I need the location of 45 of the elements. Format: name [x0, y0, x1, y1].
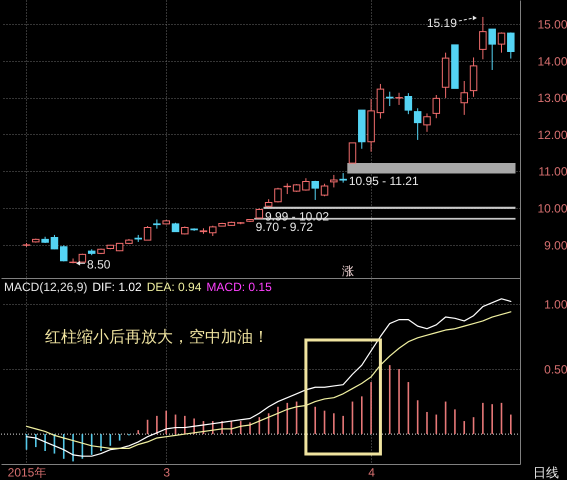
candlestick — [311, 180, 319, 200]
candlestick — [256, 208, 264, 219]
candlestick — [395, 92, 403, 106]
x-tick-label: 3 — [163, 466, 170, 480]
y-tick-label: 11.00 — [538, 164, 568, 179]
candlestick — [60, 244, 68, 262]
candlestick — [479, 16, 487, 60]
y-tick-label: 0.50 — [544, 362, 568, 377]
candlestick — [432, 94, 440, 119]
chart-title: MACD(12,26,9) — [4, 280, 88, 294]
candlestick — [423, 112, 431, 132]
annotation: MACD: 0.15 — [206, 280, 272, 294]
candlestick — [320, 183, 328, 197]
y-tick-label: 1.00 — [544, 298, 568, 312]
candlestick — [507, 32, 515, 60]
annotation: 涨 — [342, 264, 354, 278]
candlestick — [414, 108, 422, 140]
candlestick — [460, 80, 468, 116]
text: 日线 — [533, 465, 559, 480]
candlestick — [348, 142, 356, 164]
band-label: 10.95 - 11.21 — [348, 174, 419, 188]
candlestick — [209, 225, 217, 237]
annotation: 15.19 — [426, 16, 458, 30]
y-tick-label: 15.00 — [537, 17, 568, 32]
candlestick — [404, 92, 412, 115]
candlestick — [172, 222, 180, 232]
candlestick — [144, 226, 152, 241]
y-tick-label: 14.00 — [537, 54, 568, 68]
candlestick — [339, 172, 347, 184]
y-tick-label: 12.00 — [537, 128, 568, 142]
y-tick-label: 13.00 — [537, 91, 568, 106]
text: DEA: 0.94 — [146, 280, 202, 294]
candlestick — [330, 174, 338, 188]
band-label: 9.70 - 9.72 — [256, 220, 314, 234]
y-tick-label: 9.00 — [544, 238, 568, 252]
candlestick — [386, 91, 394, 107]
x-tick-label: 4 — [368, 466, 376, 480]
y-tick-label: 10.00 — [537, 202, 568, 216]
x-tick-label: 2015年 — [8, 466, 46, 480]
annotation: 8.50 — [87, 257, 111, 272]
candlestick — [498, 32, 506, 54]
candlestick — [488, 28, 496, 70]
candlestick — [153, 218, 161, 230]
text: DIF: 1.02 — [92, 280, 142, 294]
annotation: 红柱缩小后再放大，空中加油！ — [45, 328, 269, 346]
